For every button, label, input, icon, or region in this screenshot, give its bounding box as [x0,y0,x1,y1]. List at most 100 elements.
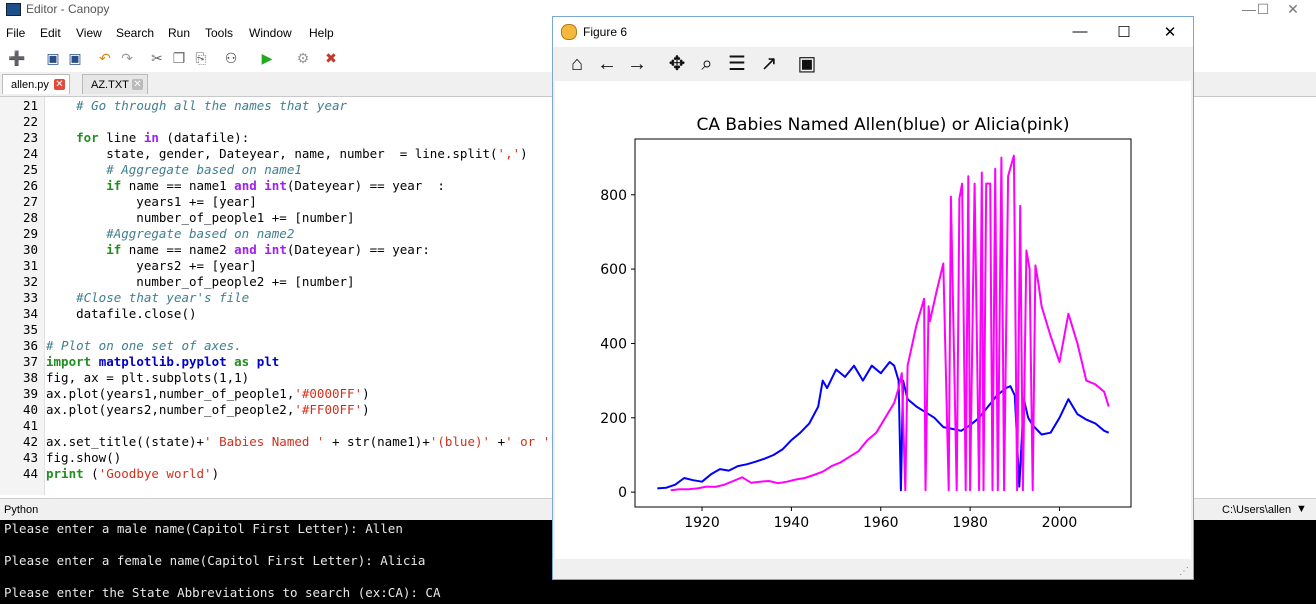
figure-canvas[interactable]: CA Babies Named Allen(blue) or Alicia(pi… [555,81,1191,559]
y-tick-label: 200 [600,411,627,427]
figure-toolbar [553,49,1193,79]
tab-label: allen.py [11,79,49,91]
figure-maximize-button[interactable]: ☐ [1117,24,1131,41]
code-line[interactable]: # Aggregate based on name1 [106,162,302,177]
menu-run[interactable]: Run [168,26,191,40]
home-icon[interactable]: ⌂ [570,53,584,75]
code-line[interactable]: ax.plot(years1,number_of_people1,'#0000F… [46,386,370,401]
x-tick-label: 2000 [1042,515,1078,531]
figure-minimize-button[interactable]: — [1072,23,1088,40]
code-line[interactable]: ax.set_title((state)+' Babies Named ' + … [46,434,551,449]
line-number: 31 [22,258,38,273]
close-button[interactable]: ✕ [1287,1,1299,17]
tab-close-icon[interactable]: ✕ [132,79,143,90]
menu-bar: File Edit View Search Run Tools Window H… [0,24,1316,44]
code-line[interactable]: print ('Goodbye world') [46,466,220,481]
x-tick-label: 1980 [952,515,988,531]
line-number: 29 [22,226,38,241]
debug-icon[interactable]: ⚙ [296,50,310,66]
menu-window[interactable]: Window [249,26,292,40]
save-figure-icon[interactable]: ▣ [797,53,817,75]
back-icon[interactable]: ← [597,53,617,75]
line-number: 36 [22,338,38,353]
interrupt-icon[interactable]: ✖ [325,50,337,66]
forward-icon[interactable]: → [627,53,647,75]
line-number: 22 [22,114,38,129]
figure-window: Figure 6 — ☐ ✕ ⌂ ← → ✥ ⌕ ☰ ↗ ▣ CA Babies… [552,16,1194,580]
line-number: 23 [22,130,38,145]
tab-label: AZ.TXT [91,79,129,91]
tab-allen-py[interactable]: allen.py ✕ [2,74,70,94]
code-line[interactable]: datafile.close() [46,306,197,321]
cwd-selector[interactable]: C:\Users\allen [1222,504,1292,516]
copy-icon[interactable]: ❐ [172,50,186,66]
x-tick-label: 1960 [863,515,899,531]
language-label: Python [4,504,39,516]
code-editor[interactable]: 21 # Go through all the names that year 2… [0,97,555,495]
code-line[interactable]: number_of_people2 += [number] [46,274,355,289]
maximize-button[interactable]: ☐ [1256,1,1270,17]
resize-grip-icon[interactable]: ⋰ [1179,566,1189,577]
pan-icon[interactable]: ✥ [668,53,686,75]
matplotlib-icon [561,24,577,40]
save-all-icon[interactable]: ▣ [68,50,82,66]
save-icon[interactable]: ▣ [46,50,60,66]
x-tick-label: 1920 [684,515,720,531]
figure-close-button[interactable]: ✕ [1163,24,1177,41]
code-line[interactable]: fig, ax = plt.subplots(1,1) [46,370,250,385]
code-line[interactable]: # Plot on one set of axes. [46,338,242,353]
tab-close-icon[interactable]: ✕ [54,79,65,90]
find-icon[interactable]: ⚇ [224,50,238,66]
menu-view[interactable]: View [76,26,102,40]
line-number: 44 [22,466,38,481]
code-line[interactable]: fig.show() [46,450,122,465]
menu-edit[interactable]: Edit [40,26,61,40]
line-number: 28 [22,210,38,225]
undo-icon[interactable]: ↶ [99,50,111,66]
redo-icon[interactable]: ↷ [121,50,133,66]
canopy-app-icon [6,3,21,16]
run-icon[interactable]: ▶ [261,50,273,66]
menu-tools[interactable]: Tools [205,26,234,40]
line-number: 21 [22,98,38,113]
code-line[interactable]: years1 += [year] [46,194,257,209]
line-number: 34 [22,306,38,321]
plot-frame [634,138,1132,508]
console-line: Please enter the State Abbreviations to … [4,585,441,600]
line-number: 39 [22,386,38,401]
zoom-icon[interactable]: ⌕ [701,53,713,75]
code-line[interactable]: for line in (datafile): [76,130,250,145]
chart-title: CA Babies Named Allen(blue) or Alicia(pi… [696,115,1069,135]
line-number: 27 [22,194,38,209]
code-line[interactable]: if name == name1 and int(Dateyear) == ye… [106,178,445,193]
code-line[interactable]: import matplotlib.pyplot as plt [46,354,280,369]
code-line[interactable]: ax.plot(years2,number_of_people2,'#FF00F… [46,402,370,417]
paste-icon[interactable]: ⎘ [195,50,207,66]
code-line[interactable]: #Close that year's file [76,290,250,305]
code-line[interactable]: # Go through all the names that year [76,98,348,113]
minimize-button[interactable]: — [1242,1,1256,17]
console-line: Please enter a female name(Capitol First… [4,553,426,568]
menu-help[interactable]: Help [309,26,334,40]
code-line[interactable]: if name == name2 and int(Dateyear) == ye… [106,242,430,257]
line-number: 33 [22,290,38,305]
chevron-down-icon[interactable]: ▼ [1296,503,1307,515]
subplots-icon[interactable]: ☰ [728,53,746,75]
cut-icon[interactable]: ✂ [151,50,163,66]
menu-search[interactable]: Search [116,26,155,40]
line-number: 38 [22,370,38,385]
line-number-gutter [0,97,45,495]
tab-az-txt[interactable]: AZ.TXT ✕ [82,74,148,94]
figure-window-title: Figure 6 [583,25,628,39]
code-line[interactable]: years2 += [year] [46,258,257,273]
code-line[interactable]: number_of_people1 += [number] [46,210,355,225]
editor-toolbar [0,46,560,70]
code-line[interactable]: state, gender, Dateyear, name, number = … [46,146,528,161]
edit-axes-icon[interactable]: ↗ [760,53,778,75]
code-line[interactable]: #Aggregate based on name2 [106,226,295,241]
line-number: 41 [22,418,38,433]
editor-titlebar: Editor - Canopy — ☐ ✕ [0,0,1316,20]
line-chart[interactable]: CA Babies Named Allen(blue) or Alicia(pi… [555,81,1191,559]
menu-file[interactable]: File [6,26,26,40]
new-file-icon[interactable]: ➕ [8,50,26,66]
